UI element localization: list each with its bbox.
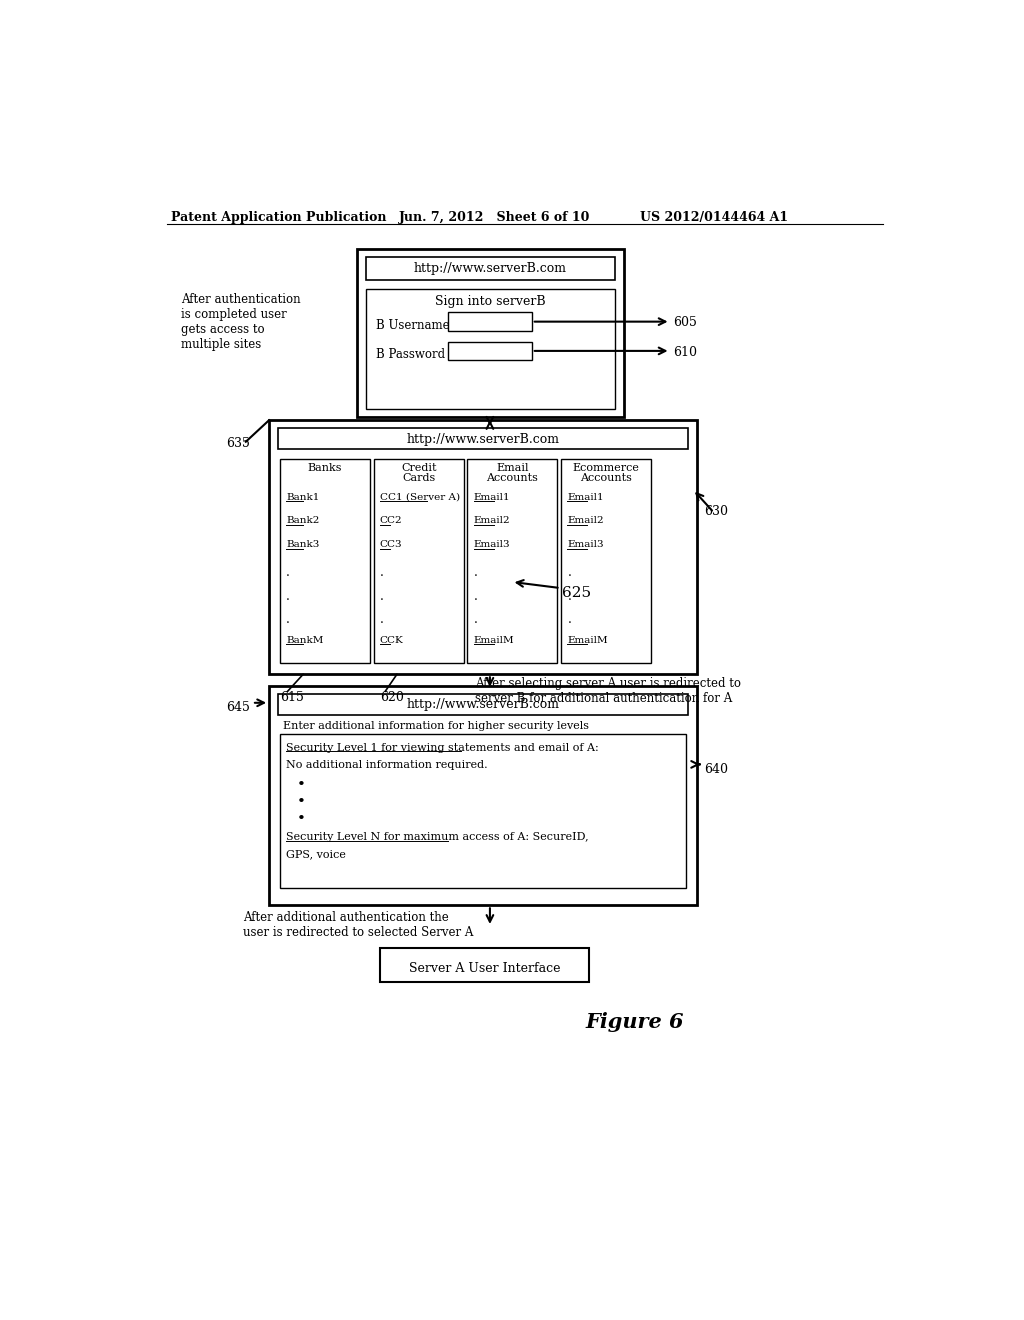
Text: .: .	[474, 566, 477, 578]
Text: Cards: Cards	[402, 474, 435, 483]
Text: EmailM: EmailM	[474, 636, 514, 644]
Bar	[366, 289, 614, 409]
Text: •: •	[297, 795, 306, 809]
Bar	[467, 459, 557, 663]
Text: 635: 635	[226, 437, 250, 450]
Text: Accounts: Accounts	[486, 474, 539, 483]
Text: http://www.serverB.com: http://www.serverB.com	[407, 698, 559, 711]
Text: http://www.serverB.com: http://www.serverB.com	[414, 261, 566, 275]
Text: Ecommerce: Ecommerce	[572, 463, 640, 474]
Bar	[356, 249, 624, 417]
Text: CCK: CCK	[380, 636, 403, 644]
Text: After additional authentication the
user is redirected to selected Server A: After additional authentication the user…	[243, 911, 473, 940]
Text: Sign into serverB: Sign into serverB	[434, 296, 545, 309]
Bar	[561, 459, 651, 663]
Text: 620: 620	[380, 692, 403, 705]
Text: Email1: Email1	[474, 492, 510, 502]
Text: BankM: BankM	[286, 636, 324, 644]
Text: After selecting server A user is redirected to
server B for additional authentic: After selecting server A user is redirec…	[475, 677, 741, 705]
Bar	[269, 686, 697, 906]
Text: Security Level N for maximum access of A: SecureID,: Security Level N for maximum access of A…	[286, 832, 589, 842]
Text: 605: 605	[673, 317, 696, 329]
Text: .: .	[380, 590, 384, 603]
Text: .: .	[474, 590, 477, 603]
Text: Bank2: Bank2	[286, 516, 319, 525]
Text: .: .	[286, 590, 290, 603]
Text: B Password: B Password	[376, 348, 445, 360]
Text: GPS, voice: GPS, voice	[286, 849, 346, 859]
Text: Jun. 7, 2012   Sheet 6 of 10: Jun. 7, 2012 Sheet 6 of 10	[399, 211, 591, 224]
Text: •: •	[297, 779, 306, 792]
Text: 610: 610	[673, 346, 696, 359]
Text: US 2012/0144464 A1: US 2012/0144464 A1	[640, 211, 787, 224]
Text: Bank1: Bank1	[286, 492, 319, 502]
Text: .: .	[286, 566, 290, 578]
Bar	[449, 342, 531, 360]
Text: 615: 615	[280, 692, 304, 705]
Bar	[269, 420, 697, 675]
Bar	[366, 257, 614, 280]
Text: Banks: Banks	[307, 463, 342, 474]
Bar	[280, 459, 370, 663]
Text: .: .	[567, 566, 571, 578]
Text: Bank3: Bank3	[286, 540, 319, 549]
Text: .: .	[380, 614, 384, 627]
Text: CC2: CC2	[380, 516, 402, 525]
Bar	[280, 734, 686, 887]
Text: 640: 640	[705, 763, 729, 776]
Bar	[449, 313, 531, 331]
Text: Email: Email	[497, 463, 528, 474]
Text: •: •	[297, 812, 306, 826]
Text: .: .	[567, 614, 571, 627]
Text: .: .	[380, 566, 384, 578]
Text: After authentication
is completed user
gets access to
multiple sites: After authentication is completed user g…	[180, 293, 300, 351]
Text: .: .	[286, 614, 290, 627]
Text: Security Level 1 for viewing statements and email of A:: Security Level 1 for viewing statements …	[286, 743, 599, 752]
Bar	[279, 693, 687, 715]
Text: Email3: Email3	[474, 540, 510, 549]
Text: No additional information required.: No additional information required.	[286, 760, 487, 770]
Text: Server A User Interface: Server A User Interface	[409, 961, 560, 974]
Text: B Username: B Username	[376, 318, 450, 331]
Text: CC1 (Server A): CC1 (Server A)	[380, 492, 460, 502]
Text: .: .	[474, 614, 477, 627]
Text: Email2: Email2	[474, 516, 510, 525]
Text: EmailM: EmailM	[567, 636, 608, 644]
Text: http://www.serverB.com: http://www.serverB.com	[407, 433, 559, 446]
Text: 630: 630	[705, 506, 729, 517]
Bar	[374, 459, 464, 663]
Text: .: .	[567, 590, 571, 603]
Text: Accounts: Accounts	[581, 474, 632, 483]
Text: Email3: Email3	[567, 540, 604, 549]
Text: Credit: Credit	[400, 463, 436, 474]
Text: Email2: Email2	[567, 516, 604, 525]
Text: 645: 645	[226, 701, 250, 714]
Text: CC3: CC3	[380, 540, 402, 549]
Text: Figure 6: Figure 6	[586, 1011, 684, 1031]
Bar	[380, 948, 589, 982]
Text: Enter additional information for higher security levels: Enter additional information for higher …	[283, 721, 589, 731]
Text: Email1: Email1	[567, 492, 604, 502]
Text: Patent Application Publication: Patent Application Publication	[171, 211, 386, 224]
Bar	[279, 428, 687, 449]
Text: 625: 625	[562, 586, 591, 599]
